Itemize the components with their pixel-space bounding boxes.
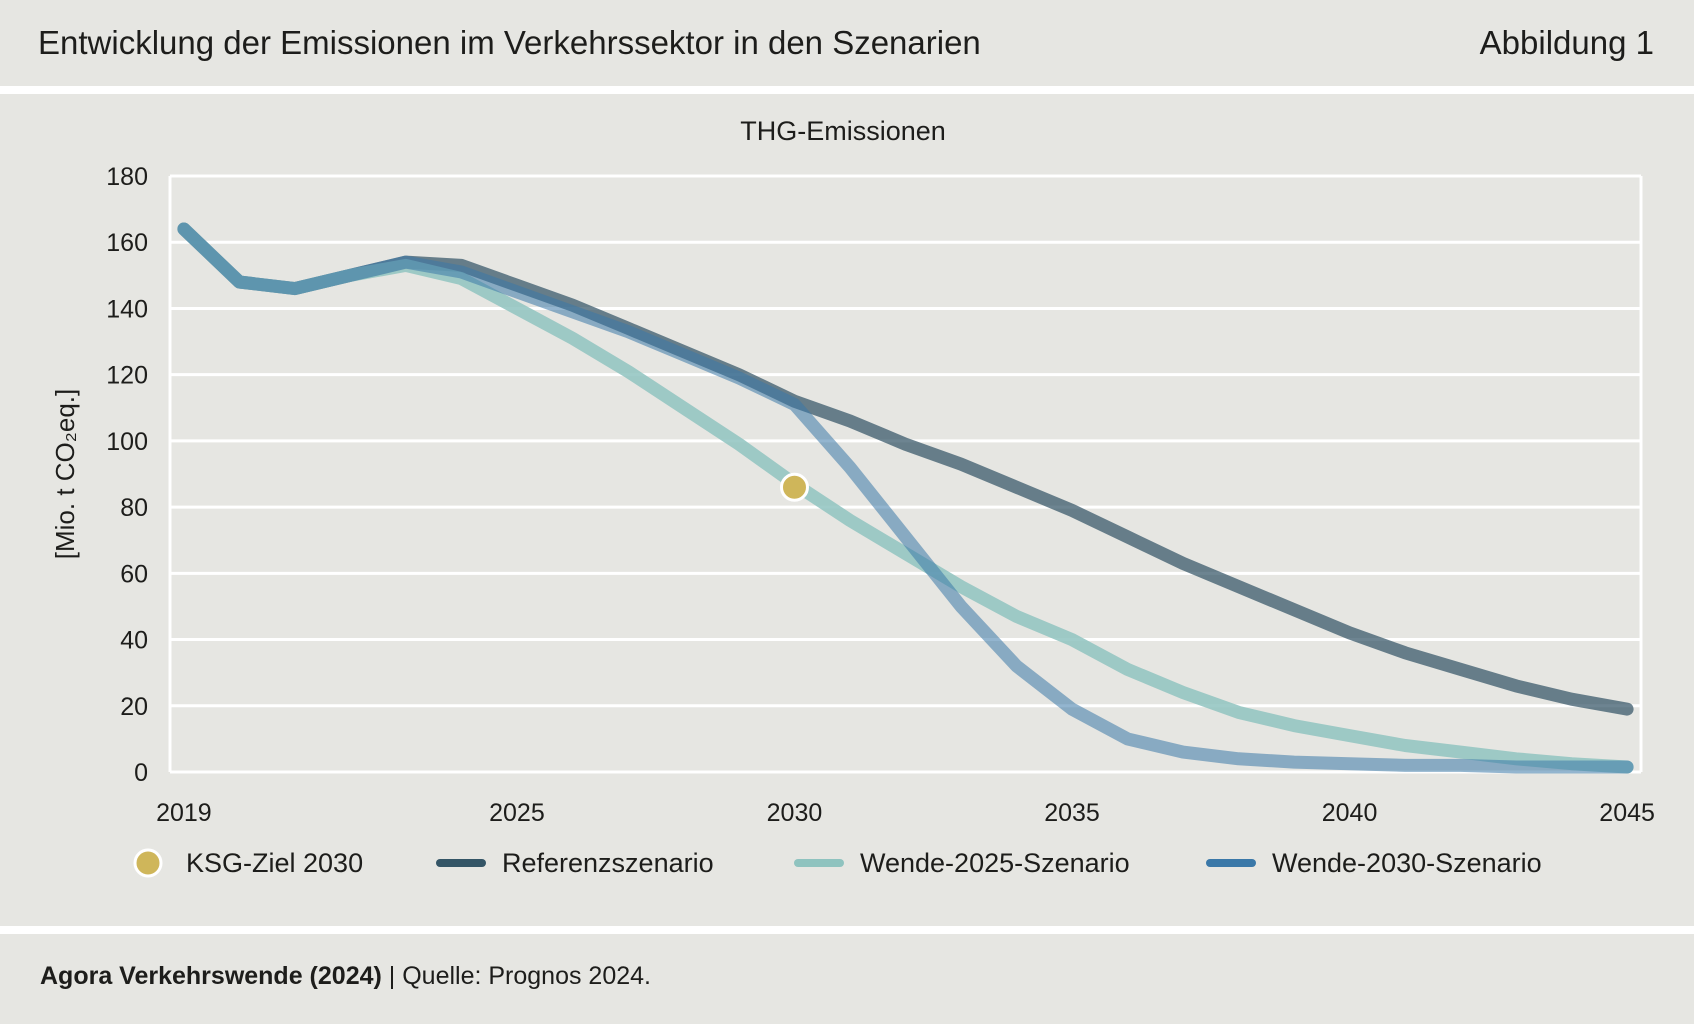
x-tick-labels: 2019 2025 2030 2035 2040 2045 bbox=[156, 799, 1655, 827]
y-tick-label: 60 bbox=[120, 560, 148, 588]
figure-label: Abbildung 1 bbox=[1479, 24, 1654, 61]
legend-label-ksg: KSG-Ziel 2030 bbox=[186, 848, 363, 878]
footer-bar: Agora Verkehrswende (2024) | Quelle: Pro… bbox=[0, 934, 1694, 1024]
chart-svg: THG-Emissionen [Mio. t CO₂eq.] 020406080… bbox=[50, 116, 1655, 878]
source-rest: | Quelle: Prognos 2024. bbox=[381, 962, 651, 990]
chart-panel: THG-Emissionen [Mio. t CO₂eq.] 0 20 40 60 80… bbox=[0, 94, 1694, 926]
y-axis-label: [Mio. t CO₂eq.] bbox=[50, 389, 80, 559]
x-tick-label: 2040 bbox=[1322, 799, 1378, 827]
y-tick-labels: 0 20 40 60 80 100 120 140 160 180 bbox=[106, 163, 148, 787]
series-lines bbox=[177, 222, 1634, 774]
y-tick-label: 140 bbox=[106, 295, 148, 323]
legend-label-1: Referenzszenario bbox=[502, 848, 714, 878]
x-tick-label: 2035 bbox=[1044, 799, 1100, 827]
x-tick-label: 2045 bbox=[1599, 799, 1655, 827]
header-bar: Entwicklung der Emissionen im Verkehrsse… bbox=[0, 0, 1694, 86]
series-line-3 bbox=[177, 222, 1634, 774]
x-tick-label: 2025 bbox=[489, 799, 545, 827]
series-line-1 bbox=[177, 222, 1634, 716]
page-title: Entwicklung der Emissionen im Verkehrsse… bbox=[38, 24, 981, 61]
source-note: Agora Verkehrswende (2024) | Quelle: Pro… bbox=[40, 962, 651, 991]
legend-label-2: Wende-2025-Szenario bbox=[860, 848, 1130, 878]
y-tick-label: 0 bbox=[134, 759, 148, 787]
source-author: Agora Verkehrswende (2024) bbox=[40, 962, 382, 990]
y-tick-label: 100 bbox=[106, 428, 148, 456]
legend-label-3: Wende-2030-Szenario bbox=[1272, 848, 1542, 878]
x-tick-label: 2019 bbox=[156, 799, 212, 827]
y-tick-label: 180 bbox=[106, 163, 148, 191]
y-tick-label: 20 bbox=[120, 693, 148, 721]
y-tick-label: 80 bbox=[120, 494, 148, 522]
legend: KSG-Ziel 2030 Referenzszenario Wende-2025-… bbox=[133, 848, 1542, 878]
y-tick-label: 120 bbox=[106, 362, 148, 390]
y-tick-label: 160 bbox=[106, 229, 148, 257]
y-tick-label: 40 bbox=[120, 627, 148, 655]
x-tick-label: 2030 bbox=[767, 799, 823, 827]
legend-swatch-ksg bbox=[133, 848, 163, 878]
ksg-marker bbox=[779, 472, 809, 502]
chart-title: THG-Emissionen bbox=[740, 116, 946, 146]
markers bbox=[779, 472, 809, 502]
